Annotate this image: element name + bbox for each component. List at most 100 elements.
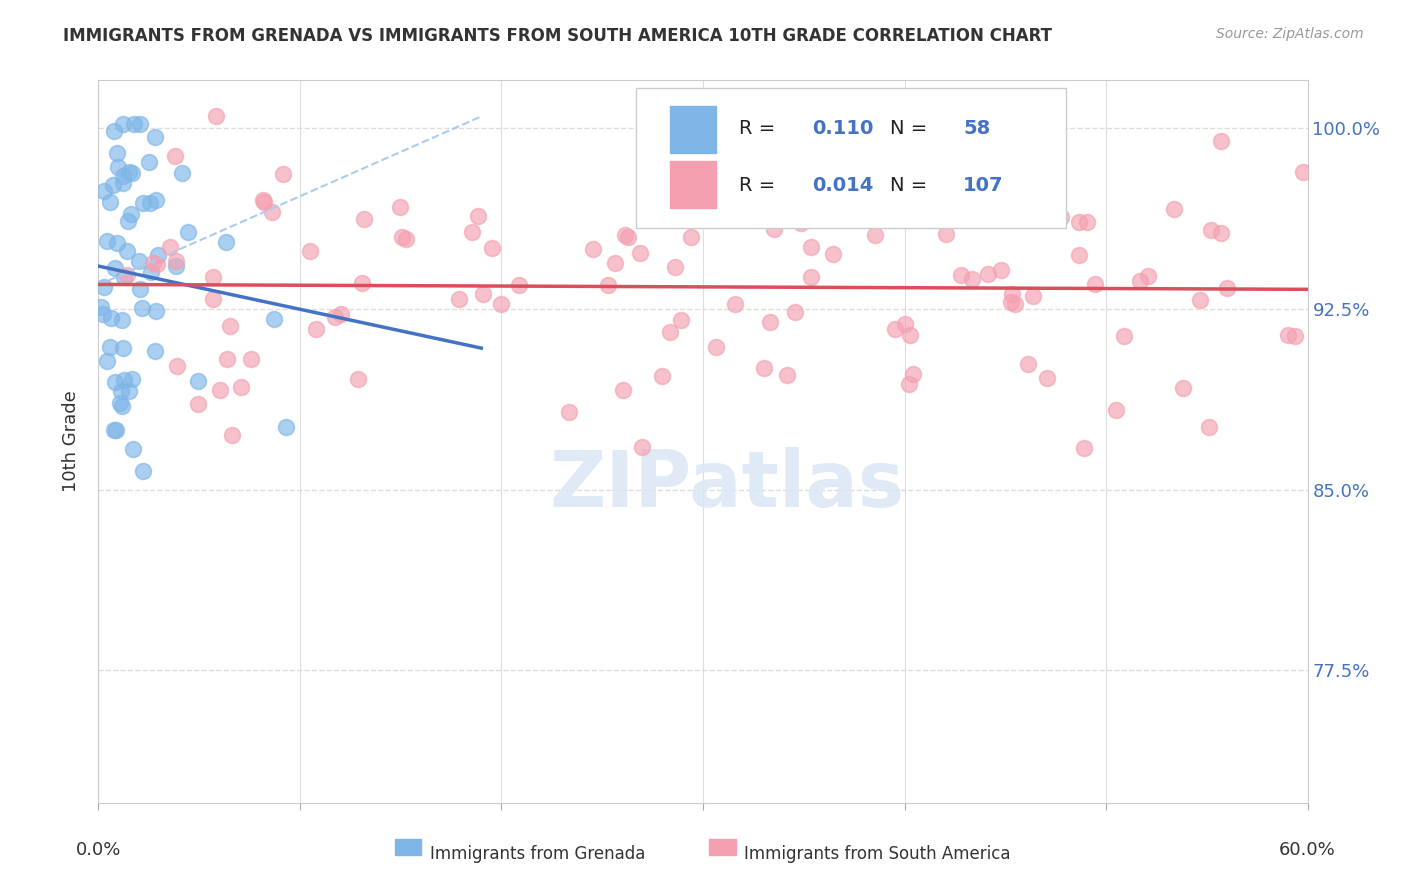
Point [893, 317, 915, 331]
Point [1198, 420, 1220, 434]
Point [111, 176, 134, 190]
Point [1001, 286, 1024, 301]
Point [271, 167, 294, 181]
Point [143, 343, 166, 358]
Point [129, 282, 152, 296]
Point [776, 368, 799, 383]
Point [117, 214, 139, 228]
Text: ZIPatlas: ZIPatlas [550, 447, 904, 523]
Point [350, 277, 373, 291]
Point [165, 260, 187, 274]
Point [960, 272, 983, 286]
Point [93, 184, 115, 198]
Point [90, 300, 112, 314]
Point [790, 202, 813, 216]
Point [217, 351, 239, 366]
Point [142, 256, 165, 270]
Point [111, 117, 134, 131]
Point [617, 229, 640, 244]
Point [103, 423, 125, 437]
Point [353, 212, 375, 227]
Point [1067, 248, 1090, 262]
Point [1129, 274, 1152, 288]
Point [104, 260, 127, 275]
Point [104, 423, 127, 437]
Point [263, 312, 285, 326]
Point [96, 235, 118, 249]
Point [323, 310, 346, 325]
Point [112, 341, 135, 355]
Point [884, 322, 907, 336]
Point [603, 255, 626, 269]
Point [138, 154, 160, 169]
Point [98, 340, 121, 354]
Point [347, 372, 370, 386]
Point [204, 110, 226, 124]
Bar [395, 838, 422, 855]
Text: 0.0%: 0.0% [76, 841, 121, 859]
Point [98, 195, 121, 210]
Text: 0.110: 0.110 [811, 120, 873, 138]
Point [1017, 357, 1039, 371]
Text: Source: ZipAtlas.com: Source: ZipAtlas.com [1216, 27, 1364, 41]
Point [117, 244, 139, 259]
Point [187, 397, 209, 411]
Point [104, 375, 127, 389]
Point [460, 225, 482, 239]
Text: N =: N = [890, 176, 934, 194]
Point [118, 165, 141, 179]
Point [449, 292, 471, 306]
Text: Immigrants from Grenada: Immigrants from Grenada [430, 845, 645, 863]
Point [141, 265, 163, 279]
Point [1211, 226, 1233, 240]
Point [612, 384, 634, 398]
Point [305, 322, 328, 336]
Point [112, 373, 135, 387]
Point [489, 297, 512, 311]
Point [1215, 280, 1237, 294]
Point [91, 307, 114, 321]
Point [669, 313, 692, 327]
Point [467, 209, 489, 223]
Point [990, 262, 1012, 277]
Point [993, 206, 1015, 220]
Point [253, 195, 276, 210]
Point [1284, 329, 1306, 343]
Point [1163, 202, 1185, 216]
Point [863, 227, 886, 242]
Point [112, 169, 135, 183]
Point [165, 254, 187, 268]
Point [898, 376, 921, 391]
Point [1076, 215, 1098, 229]
Point [96, 353, 118, 368]
Point [898, 328, 921, 343]
Point [679, 230, 702, 244]
Point [785, 305, 807, 319]
Point [651, 369, 673, 384]
Point [664, 260, 686, 274]
Point [111, 399, 134, 413]
Point [159, 240, 181, 254]
Point [138, 195, 160, 210]
Bar [671, 161, 716, 208]
Point [240, 352, 263, 367]
Point [122, 117, 145, 131]
Point [105, 145, 128, 160]
Text: IMMIGRANTS FROM GRENADA VS IMMIGRANTS FROM SOUTH AMERICA 10TH GRADE CORRELATION : IMMIGRANTS FROM GRENADA VS IMMIGRANTS FR… [63, 27, 1052, 45]
Point [121, 166, 143, 180]
Text: 0.014: 0.014 [811, 176, 873, 194]
Point [145, 193, 167, 207]
Point [131, 301, 153, 315]
Point [558, 405, 581, 419]
Bar [709, 838, 735, 855]
Text: 107: 107 [963, 176, 1004, 194]
Point [132, 464, 155, 478]
Point [582, 242, 605, 256]
Point [1105, 403, 1128, 417]
Point [105, 236, 128, 251]
Text: 60.0%: 60.0% [1279, 841, 1336, 859]
Point [596, 278, 619, 293]
Point [100, 311, 122, 326]
Point [643, 186, 665, 200]
Point [1292, 165, 1315, 179]
